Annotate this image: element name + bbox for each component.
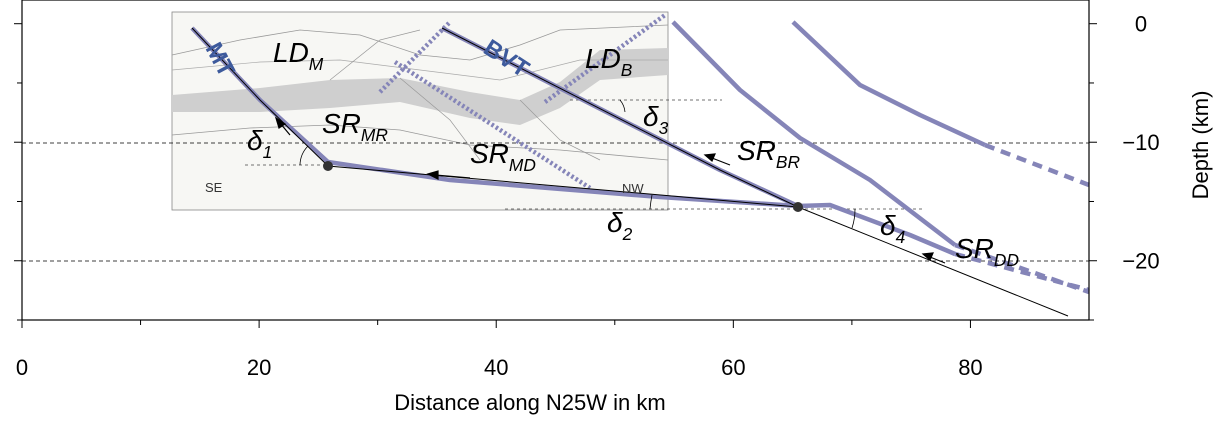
annotation: SRDD (955, 233, 1019, 270)
y-tick-label: −10 (1122, 130, 1159, 155)
x-tick-label: 40 (484, 355, 508, 380)
annotation-main: LD (585, 43, 621, 74)
fault-3-projection (954, 242, 1090, 295)
annotation-main: SE (205, 180, 223, 195)
annotation-sub: BR (776, 152, 800, 172)
annotation-main: δ (643, 101, 659, 132)
annotation: δ3 (643, 101, 669, 138)
annotation-sub: MD (509, 155, 536, 175)
node (793, 202, 803, 212)
annotation-main: SR (955, 233, 994, 264)
fault-4 (791, 20, 986, 148)
annotation: SRBR (737, 135, 800, 172)
dotted-fault (378, 20, 452, 94)
x-axis-title: Distance along N25W in km (394, 390, 665, 415)
annotation-sub: 4 (896, 227, 906, 247)
annotation-sub: DD (994, 250, 1019, 270)
annotation: NW (622, 181, 644, 196)
main-fault (190, 26, 956, 257)
node (323, 161, 333, 171)
x-tick-label: 20 (247, 355, 271, 380)
x-tick-label: 0 (16, 355, 28, 380)
y-tick-label: −20 (1122, 249, 1159, 274)
x-tick-label: 80 (958, 355, 982, 380)
annotation-main: SR (470, 138, 509, 169)
annotation-sub: M (309, 54, 324, 74)
plot-frame (21, 0, 1090, 321)
y-axis-title: Depth (km) (1188, 91, 1213, 200)
ticks: 0 20 40 60 80 0 −10 −20 (14, 12, 1160, 380)
x-tick-label: 60 (721, 355, 745, 380)
fault-3 (671, 20, 957, 247)
model-line (441, 27, 799, 208)
annotation: SRMD (470, 138, 536, 175)
annotation: LDM (273, 37, 324, 74)
annotation-sub: 3 (659, 118, 669, 138)
annotation: SE (205, 180, 223, 195)
y-tick-label: 0 (1135, 12, 1147, 37)
inset-section (171, 11, 669, 211)
annotation-main: δ (247, 125, 263, 156)
annotation-sub: MR (361, 125, 388, 145)
main-fault-projection (954, 251, 1090, 293)
annotation-main: δ (607, 207, 623, 238)
annotation: δ2 (607, 207, 633, 244)
annotation-sub: 1 (263, 142, 273, 162)
annotation: LDB (585, 43, 632, 80)
annotation-sub: 2 (622, 224, 633, 244)
annotation: δ1 (247, 125, 272, 162)
fault-4-projection (984, 142, 1090, 188)
annotation: SRMR (322, 108, 388, 145)
annotation-main: SR (737, 135, 776, 166)
annotation-main: LD (273, 37, 309, 68)
arrows (274, 116, 946, 264)
annotation-sub: B (621, 60, 633, 80)
annotation: δ4 (880, 210, 905, 247)
annotation-main: SR (322, 108, 361, 139)
angle-arcs (299, 99, 856, 229)
annotation-main: δ (880, 210, 896, 241)
dotted-fault (393, 60, 592, 190)
annotation-main: NW (622, 181, 644, 196)
